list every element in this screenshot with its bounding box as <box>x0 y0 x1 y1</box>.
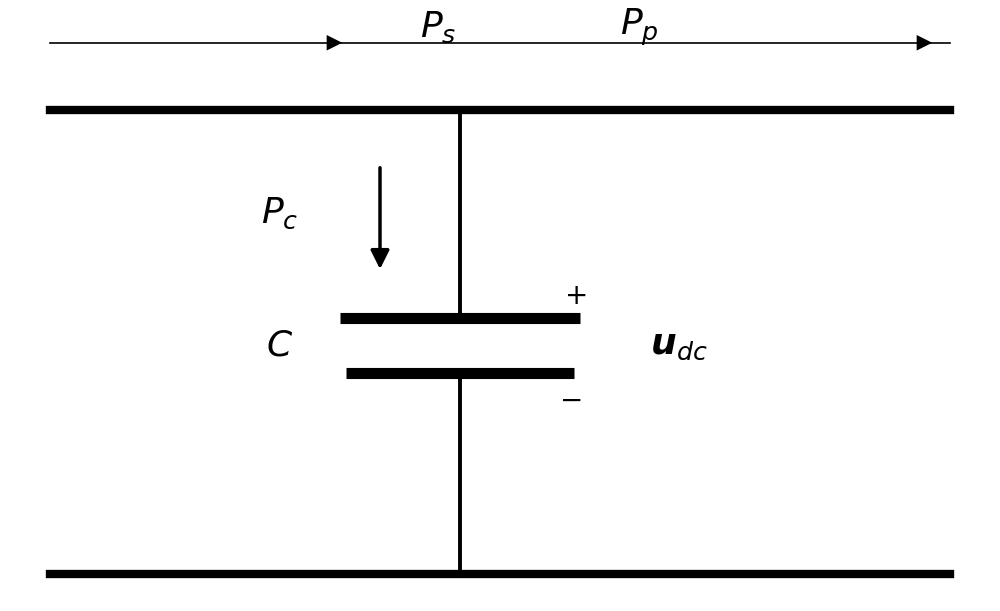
Text: $P_p$: $P_p$ <box>620 7 659 48</box>
Text: $-$: $-$ <box>559 386 581 414</box>
Text: $\boldsymbol{u}_{dc}$: $\boldsymbol{u}_{dc}$ <box>650 328 708 362</box>
Text: $+$: $+$ <box>564 282 586 310</box>
Text: $C$: $C$ <box>266 328 294 362</box>
Text: $P_s$: $P_s$ <box>420 10 456 45</box>
Text: $P_c$: $P_c$ <box>261 196 299 232</box>
